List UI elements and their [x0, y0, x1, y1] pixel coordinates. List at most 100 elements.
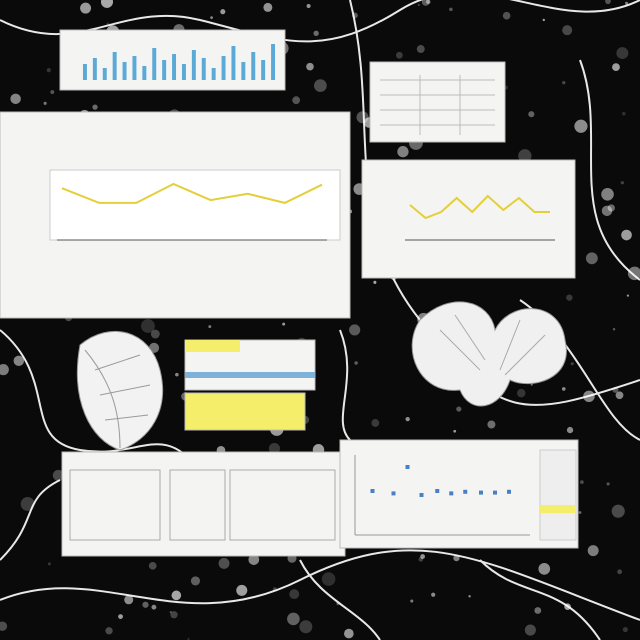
- bubble: [0, 621, 8, 631]
- bubble: [534, 607, 542, 614]
- bubble: [13, 355, 25, 367]
- bubble: [627, 266, 640, 281]
- bubble: [621, 229, 632, 241]
- bubble: [570, 362, 574, 366]
- bubble: [622, 111, 626, 116]
- bubble: [585, 252, 598, 265]
- bubble: [622, 626, 628, 633]
- bubble: [620, 181, 624, 185]
- bubble: [47, 562, 51, 566]
- bubble: [487, 420, 496, 429]
- bubble: [306, 62, 314, 71]
- bubble: [354, 361, 358, 365]
- bubble: [263, 2, 273, 12]
- bar: [211, 68, 216, 80]
- bubble: [106, 22, 110, 26]
- bubble: [148, 562, 157, 570]
- bubble: [349, 324, 361, 336]
- bubble: [405, 416, 410, 422]
- bubble: [607, 204, 615, 212]
- bubble: [517, 388, 526, 398]
- flower-lines: [439, 314, 546, 376]
- bubble: [606, 482, 610, 486]
- bubble: [190, 576, 201, 586]
- bubble: [468, 595, 471, 598]
- sidebar: [539, 449, 577, 541]
- bar: [221, 56, 226, 80]
- bubble: [578, 511, 582, 514]
- bubble: [170, 611, 178, 619]
- bubble: [151, 604, 157, 610]
- bubble: [456, 406, 462, 412]
- bubble: [453, 554, 460, 562]
- bubble: [218, 557, 230, 569]
- bubble: [566, 426, 574, 434]
- bubble: [175, 372, 179, 377]
- point: [435, 489, 440, 493]
- line: [409, 194, 550, 220]
- highlight: [185, 340, 240, 352]
- bubble: [418, 557, 424, 562]
- bubble: [542, 18, 545, 22]
- bubble: [626, 294, 630, 297]
- bubble: [624, 1, 629, 5]
- bar: [132, 56, 137, 80]
- bubble: [0, 363, 9, 376]
- bar: [112, 52, 117, 80]
- table-panel: [369, 61, 506, 143]
- bubble: [617, 569, 622, 575]
- bubble: [142, 601, 149, 608]
- bar: [191, 50, 196, 80]
- bubble: [46, 68, 51, 73]
- bubble: [299, 620, 313, 634]
- bubble: [105, 627, 113, 635]
- bubble: [210, 16, 213, 19]
- bubble: [344, 628, 354, 639]
- point: [419, 493, 424, 497]
- bubble: [601, 205, 613, 217]
- point: [405, 465, 410, 469]
- bubble: [371, 419, 380, 427]
- bar: [241, 62, 246, 80]
- point: [479, 490, 483, 495]
- bubble: [287, 612, 300, 626]
- bubble: [528, 111, 535, 118]
- bar: [102, 68, 107, 80]
- bubble: [43, 101, 47, 105]
- bar: [271, 44, 276, 80]
- bubble: [561, 387, 566, 391]
- bubble: [612, 328, 616, 331]
- point: [507, 489, 511, 494]
- bubble: [616, 47, 629, 60]
- bubble: [141, 319, 155, 333]
- bubble: [395, 51, 403, 59]
- bubble: [208, 325, 212, 329]
- bubble: [10, 93, 21, 105]
- bubble: [416, 45, 425, 54]
- bar: [201, 58, 206, 80]
- bubble: [248, 554, 260, 565]
- bubble: [611, 504, 625, 518]
- highlight: [540, 505, 576, 513]
- point: [449, 491, 454, 496]
- bubble: [421, 0, 430, 6]
- scatter-panel: [339, 439, 579, 549]
- bubble: [502, 11, 511, 20]
- bubble: [449, 7, 453, 12]
- bar: [181, 64, 186, 80]
- line: [61, 182, 323, 204]
- bubble: [150, 329, 160, 339]
- bubble: [118, 614, 123, 620]
- bar: [251, 52, 256, 80]
- bubble: [524, 624, 536, 636]
- bubble: [397, 146, 409, 158]
- bubble: [169, 611, 172, 614]
- bar: [82, 64, 87, 80]
- line-panel-2: [361, 159, 576, 279]
- bubble: [612, 63, 620, 72]
- point: [463, 489, 468, 494]
- bar: [92, 58, 97, 80]
- highlight: [185, 372, 315, 378]
- bubble: [20, 497, 35, 511]
- bubble: [313, 30, 319, 36]
